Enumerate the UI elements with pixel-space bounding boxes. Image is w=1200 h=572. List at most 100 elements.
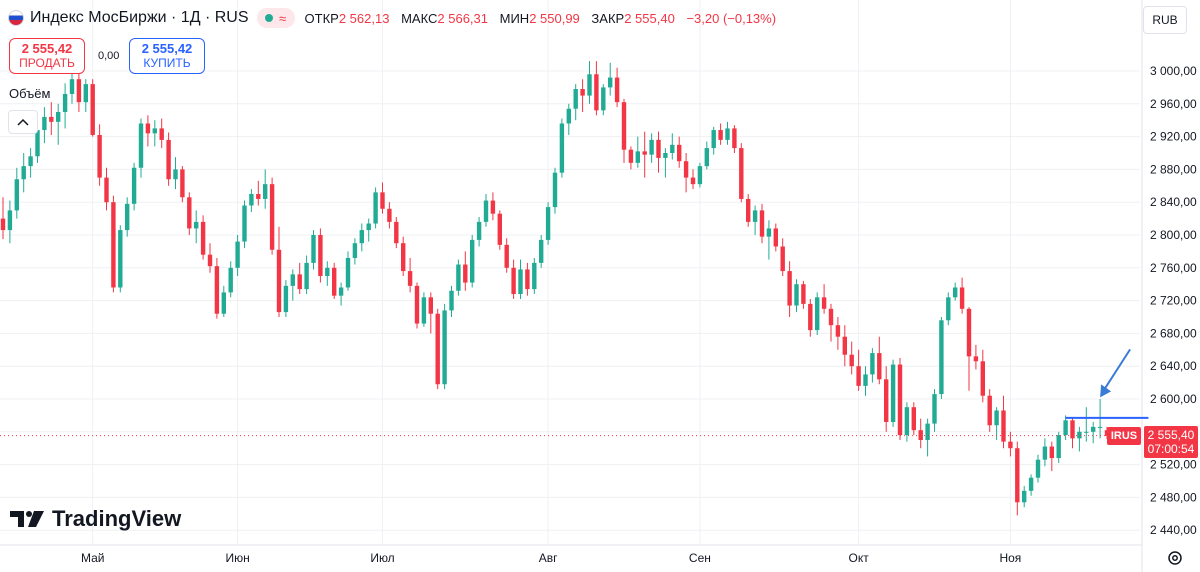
y-tick-label: 2 440,00 bbox=[1150, 523, 1197, 537]
candle-body bbox=[980, 361, 985, 396]
candle-body bbox=[194, 221, 199, 229]
candle-body bbox=[842, 336, 847, 355]
candle-body bbox=[387, 208, 392, 222]
candle-body bbox=[663, 153, 668, 158]
candle-body bbox=[656, 139, 661, 158]
volume-indicator-label[interactable]: Объём bbox=[9, 86, 51, 101]
candle-body bbox=[580, 89, 585, 96]
candle-body bbox=[856, 366, 861, 386]
y-tick-label: 2 960,00 bbox=[1150, 97, 1197, 111]
candle-body bbox=[815, 297, 820, 331]
candle-body bbox=[442, 310, 447, 385]
candle-body bbox=[456, 264, 461, 291]
candle-body bbox=[483, 200, 489, 222]
candle-body bbox=[752, 210, 758, 222]
candle-body bbox=[608, 77, 613, 88]
candle-body bbox=[987, 395, 992, 426]
open-label: ОТКР bbox=[304, 10, 339, 26]
candle-body bbox=[863, 374, 868, 386]
candle-body bbox=[490, 200, 496, 214]
x-tick-label: Июл bbox=[370, 551, 394, 565]
x-tick-label: Сен bbox=[689, 551, 711, 565]
candle-body bbox=[884, 379, 889, 422]
buy-label: КУПИТЬ bbox=[143, 56, 191, 70]
candle-body bbox=[925, 423, 930, 440]
candle-body bbox=[877, 353, 882, 380]
x-tick-label: Июн bbox=[225, 551, 249, 565]
candle-body bbox=[1070, 420, 1075, 439]
change-value: −3,20 (−0,13%) bbox=[686, 10, 777, 26]
candle-body bbox=[966, 308, 972, 357]
x-tick-label: Ноя bbox=[999, 551, 1021, 565]
candle-body bbox=[428, 297, 433, 314]
candle-body bbox=[932, 394, 937, 424]
collapse-button[interactable] bbox=[8, 110, 38, 134]
candle-body bbox=[1091, 426, 1096, 432]
candle-body bbox=[421, 297, 427, 324]
candle-body bbox=[532, 262, 537, 290]
y-tick-label: 2 920,00 bbox=[1150, 130, 1197, 144]
x-tick-label: Окт bbox=[848, 551, 869, 565]
candle-body bbox=[463, 264, 468, 283]
high-label: МАКС bbox=[401, 10, 438, 26]
candle-body bbox=[552, 172, 558, 208]
candle-body bbox=[42, 116, 47, 131]
candle-body bbox=[325, 267, 330, 276]
candle-body bbox=[946, 297, 951, 321]
candle-body bbox=[959, 287, 965, 309]
candle-body bbox=[1056, 435, 1061, 459]
candle-body bbox=[1001, 410, 1006, 442]
candle-body bbox=[332, 267, 337, 296]
candle-body bbox=[14, 179, 19, 211]
candle-body bbox=[56, 112, 61, 122]
tradingview-logo[interactable]: TradingView bbox=[10, 506, 181, 532]
candle-body bbox=[352, 243, 358, 258]
candle-body bbox=[573, 89, 578, 109]
candle-body bbox=[904, 407, 910, 436]
candle-body bbox=[207, 254, 213, 267]
low-value: 2 550,99 bbox=[529, 10, 580, 26]
tradingview-logo-icon bbox=[10, 511, 44, 527]
sell-button[interactable]: 2 555,42 ПРОДАТЬ bbox=[9, 38, 85, 74]
sell-price: 2 555,42 bbox=[21, 41, 73, 56]
candle-body bbox=[808, 303, 813, 331]
candle-body bbox=[214, 266, 220, 314]
candle-body bbox=[476, 221, 482, 240]
candle-body bbox=[594, 74, 599, 111]
candle-body bbox=[601, 87, 606, 111]
candle-body bbox=[525, 269, 530, 290]
candle-body bbox=[787, 271, 792, 306]
candle-body bbox=[1084, 431, 1089, 433]
candle-body bbox=[897, 364, 903, 436]
candle-body bbox=[780, 246, 785, 272]
candle-body bbox=[311, 235, 316, 263]
candle-body bbox=[145, 123, 151, 134]
buy-price: 2 555,42 bbox=[141, 41, 193, 56]
candle-body bbox=[670, 144, 675, 153]
candle-body bbox=[911, 407, 916, 431]
y-tick-label: 2 680,00 bbox=[1150, 326, 1197, 340]
settings-gear-icon[interactable] bbox=[1165, 548, 1185, 568]
y-tick-label: 2 840,00 bbox=[1150, 195, 1197, 209]
symbol-title[interactable]: Индекс МосБиржи · 1Д · RUS bbox=[30, 9, 249, 26]
candle-body bbox=[118, 230, 123, 288]
currency-selector[interactable]: RUB bbox=[1143, 6, 1187, 34]
candle-body bbox=[1063, 420, 1068, 436]
candle-body bbox=[449, 290, 454, 311]
candle-body bbox=[318, 235, 323, 276]
candle-body bbox=[642, 151, 647, 155]
candle-body bbox=[635, 151, 640, 163]
candle-body bbox=[939, 320, 944, 395]
buy-button[interactable]: 2 555,42 КУПИТЬ bbox=[129, 38, 205, 74]
candle-body bbox=[414, 285, 420, 324]
candle-body bbox=[0, 218, 6, 231]
sell-label: ПРОДАТЬ bbox=[19, 56, 75, 70]
market-status-badge[interactable]: ≈ bbox=[256, 8, 295, 28]
candle-body bbox=[773, 228, 778, 247]
candle-body bbox=[953, 287, 958, 298]
candle-body bbox=[256, 194, 261, 199]
candle-body bbox=[994, 410, 999, 426]
symbol-header: Индекс МосБиржи · 1Д · RUS ≈ ОТКР2 562,1… bbox=[8, 8, 784, 28]
candle-body bbox=[200, 221, 206, 255]
